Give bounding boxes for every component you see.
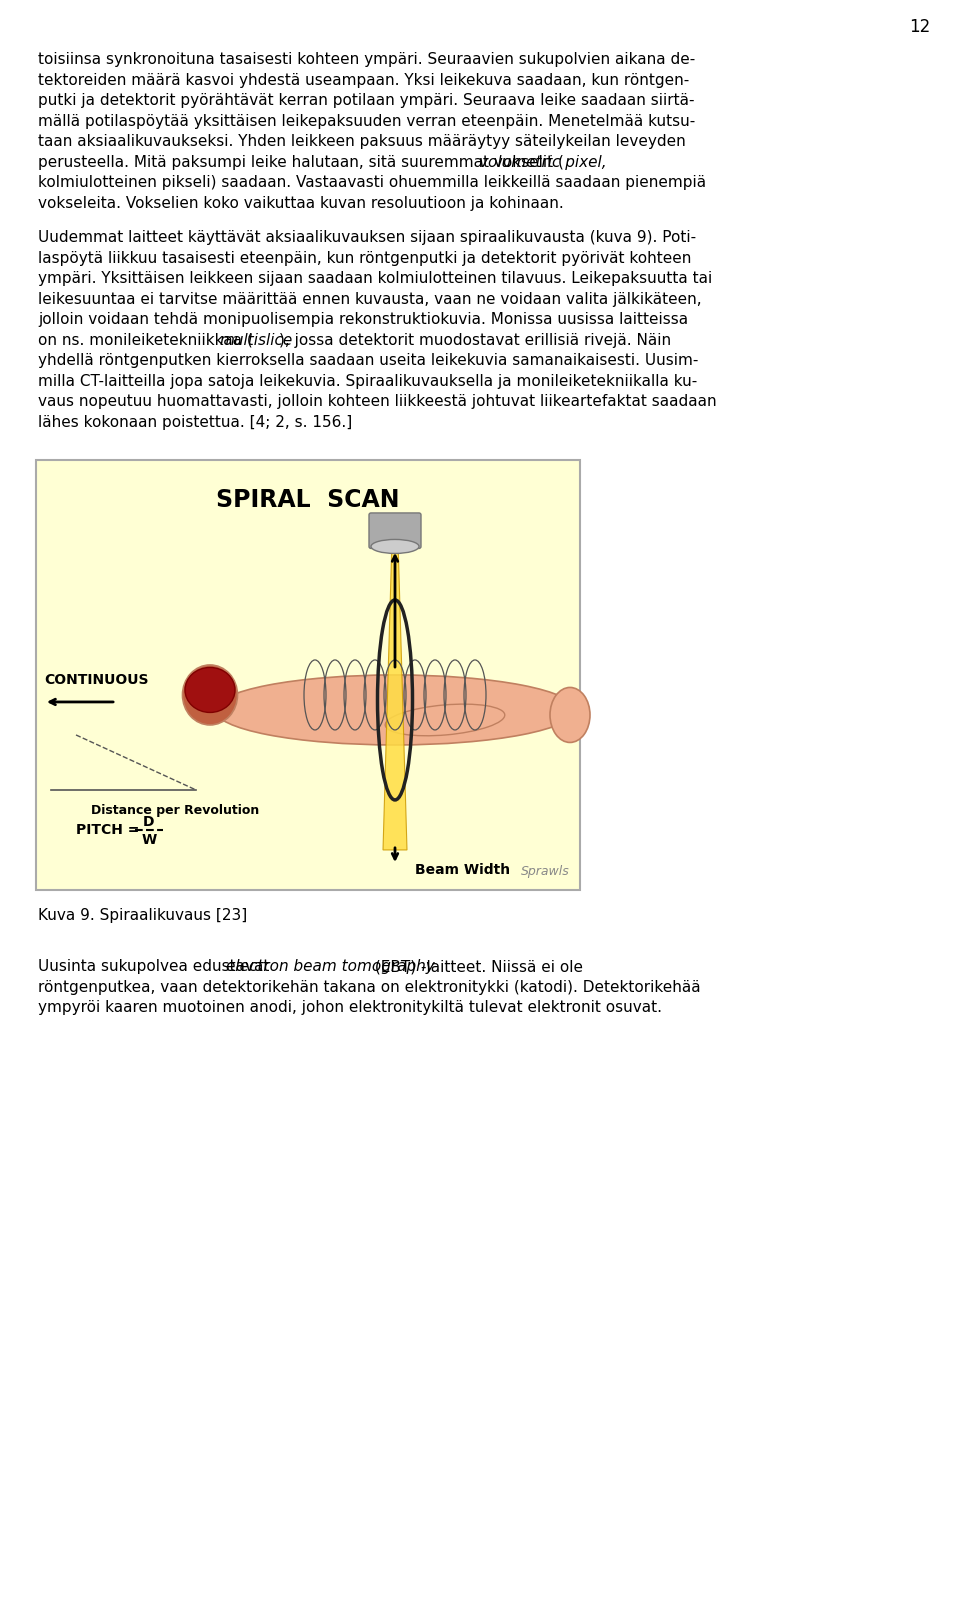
Text: ympäri. Yksittäisen leikkeen sijaan saadaan kolmiulotteinen tilavuus. Leikepaksu: ympäri. Yksittäisen leikkeen sijaan saad… [38,272,712,286]
Text: on ns. monileiketekniikkaa (: on ns. monileiketekniikkaa ( [38,333,252,348]
Text: ympyröi kaaren muotoinen anodi, johon elektronitykiltä tulevat elektronit osuvat: ympyröi kaaren muotoinen anodi, johon el… [38,1001,662,1015]
Text: Sprawls: Sprawls [521,866,570,879]
Text: Uusinta sukupolvea edustavat: Uusinta sukupolvea edustavat [38,959,275,973]
Text: SPIRAL  SCAN: SPIRAL SCAN [216,488,399,512]
Text: leikesuuntaa ei tarvitse määrittää ennen kuvausta, vaan ne voidaan valita jälkik: leikesuuntaa ei tarvitse määrittää ennen… [38,291,702,307]
Text: lähes kokonaan poistettua. [4; 2, s. 156.]: lähes kokonaan poistettua. [4; 2, s. 156… [38,415,352,430]
Ellipse shape [550,687,590,742]
Polygon shape [383,541,407,850]
Text: perusteella. Mitä paksumpi leike halutaan, sitä suuremmat vokselit (: perusteella. Mitä paksumpi leike halutaa… [38,154,564,169]
Text: milla CT-laitteilla jopa satoja leikekuvia. Spiraalikuvauksella ja monileiketekn: milla CT-laitteilla jopa satoja leikekuv… [38,373,697,389]
Text: jolloin voidaan tehdä monipuolisempia rekonstruktiokuvia. Monissa uusissa laitte: jolloin voidaan tehdä monipuolisempia re… [38,312,688,327]
Text: (EBT) -laitteet. Niissä ei ole: (EBT) -laitteet. Niissä ei ole [370,959,583,973]
Ellipse shape [215,674,575,745]
Text: laspöytä liikkuu tasaisesti eteenpäin, kun röntgenputki ja detektorit pyörivät k: laspöytä liikkuu tasaisesti eteenpäin, k… [38,251,691,265]
Text: kolmiulotteinen pikseli) saadaan. Vastaavasti ohuemmilla leikkeillä saadaan pien: kolmiulotteinen pikseli) saadaan. Vastaa… [38,175,707,190]
Text: Beam Width: Beam Width [415,862,510,877]
Text: D: D [143,814,155,829]
Text: ), jossa detektorit muodostavat erillisiä rivejä. Näin: ), jossa detektorit muodostavat erillisi… [279,333,672,348]
Text: taan aksiaalikuvaukseksi. Yhden leikkeen paksuus määräytyy säteilykeilan leveyde: taan aksiaalikuvaukseksi. Yhden leikkeen… [38,134,685,150]
Ellipse shape [182,665,237,726]
Text: yhdellä röntgenputken kierroksella saadaan useita leikekuvia samanaikaisesti. Uu: yhdellä röntgenputken kierroksella saada… [38,354,698,368]
Ellipse shape [385,705,505,735]
Ellipse shape [371,539,419,553]
Text: electron beam tomography: electron beam tomography [226,959,435,973]
Text: CONTINUOUS: CONTINUOUS [44,673,149,687]
Text: PITCH =: PITCH = [76,822,144,837]
Text: Distance per Revolution: Distance per Revolution [91,804,259,817]
Text: Kuva 9. Spiraalikuvaus [23]: Kuva 9. Spiraalikuvaus [23] [38,907,248,924]
Text: toisiinsa synkronoituna tasaisesti kohteen ympäri. Seuraavien sukupolvien aikana: toisiinsa synkronoituna tasaisesti kohte… [38,51,695,68]
Bar [36,460,580,890]
Text: vokseleita. Vokselien koko vaikuttaa kuvan resoluutioon ja kohinaan.: vokseleita. Vokselien koko vaikuttaa kuv… [38,196,564,211]
Text: röntgenputkea, vaan detektorikehän takana on elektronitykki (katodi). Detektorik: röntgenputkea, vaan detektorikehän takan… [38,980,701,994]
Text: Uudemmat laitteet käyttävät aksiaalikuvauksen sijaan spiraalikuvausta (kuva 9). : Uudemmat laitteet käyttävät aksiaalikuva… [38,230,696,245]
Text: vaus nopeutuu huomattavasti, jolloin kohteen liikkeestä johtuvat liikeartefaktat: vaus nopeutuu huomattavasti, jolloin koh… [38,394,716,409]
Text: putki ja detektorit pyörähtävät kerran potilaan ympäri. Seuraava leike saadaan s: putki ja detektorit pyörähtävät kerran p… [38,93,694,108]
Text: tektoreiden määrä kasvoi yhdestä useampaan. Yksi leikekuva saadaan, kun röntgen-: tektoreiden määrä kasvoi yhdestä useampa… [38,72,689,87]
Ellipse shape [185,668,235,713]
Text: 12: 12 [909,18,930,35]
Text: W: W [141,833,156,846]
Text: multislice: multislice [220,333,293,348]
FancyBboxPatch shape [369,513,421,549]
Text: volumetric pixel,: volumetric pixel, [479,154,607,169]
Text: mällä potilaspöytää yksittäisen leikepaksuuden verran eteenpäin. Menetelmää kuts: mällä potilaspöytää yksittäisen leikepak… [38,114,695,129]
